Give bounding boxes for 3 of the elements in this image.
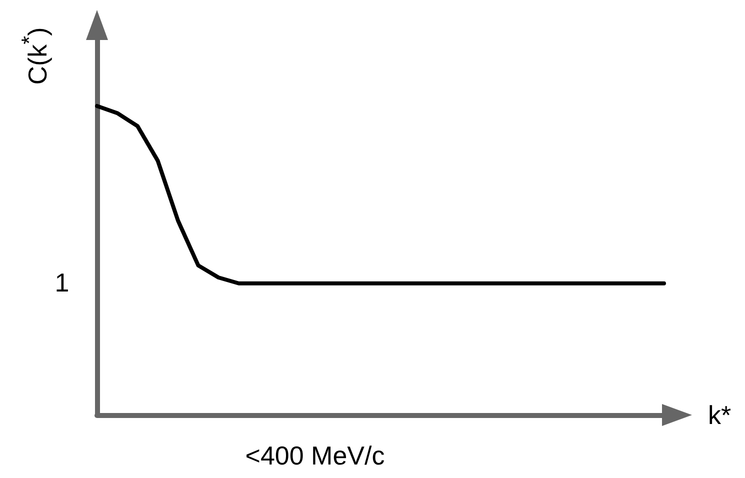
x-axis-title: k* bbox=[708, 400, 732, 430]
text: <400 MeV/c bbox=[245, 440, 385, 472]
text: 1 bbox=[54, 268, 70, 298]
